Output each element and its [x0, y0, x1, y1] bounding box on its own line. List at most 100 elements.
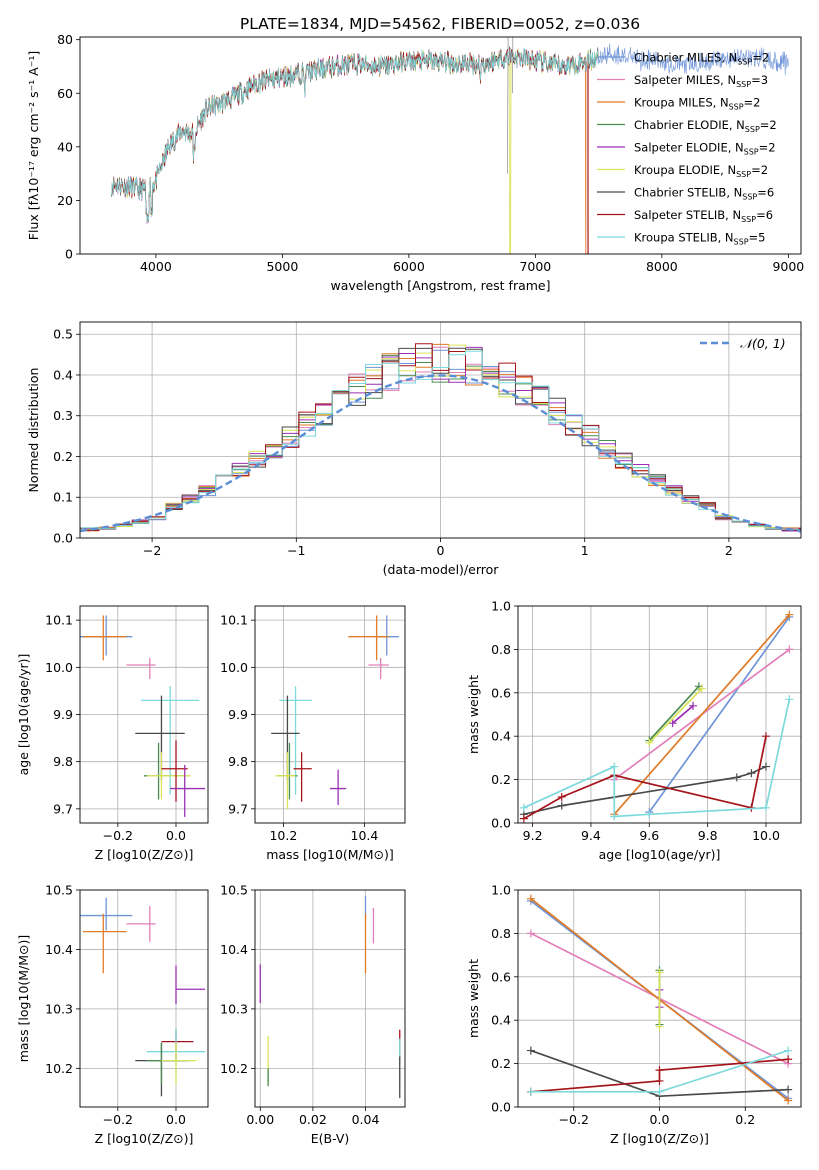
y-axis-label: Normed distribution: [26, 368, 41, 493]
x-axis-label: mass [log10(M/M⊙)]: [266, 847, 394, 862]
sfh-point: [785, 695, 794, 704]
y-tick-label: 80: [57, 32, 73, 47]
sfh-point: [519, 814, 528, 823]
spectrum-plot-area: [111, 37, 789, 254]
sfh-point: [526, 1046, 535, 1055]
sfh-point: [655, 1066, 664, 1075]
y-tick-label: 10.1: [45, 613, 73, 628]
sfh-point: [784, 1085, 793, 1094]
sfh-point: [785, 645, 794, 654]
sfh-point: [655, 1022, 664, 1031]
errorbar-salpeter-stelib: [293, 752, 312, 802]
sfh_age-plot-area: [518, 606, 801, 823]
sfh-point: [645, 810, 654, 819]
x-axis-label: E(B-V): [311, 1131, 350, 1146]
y-tick-label: 10.4: [45, 942, 73, 957]
sfh-series-chabrier-stelib: [519, 762, 770, 819]
mass_vs_ebv-plot-area: [255, 890, 405, 1107]
errorbar-chabrier-miles: [374, 615, 399, 656]
y-tick-label: 10.3: [220, 1001, 248, 1016]
age_vs_Z-frame: [79, 605, 209, 824]
x-tick-label: 0.00: [246, 1112, 274, 1127]
errorbar-kroupa-elodie: [146, 752, 191, 800]
mass_vs_ebv-panel: 0.00 0.02 0.04 10.2 10.3 10.4 10.5 E(B-V): [220, 883, 406, 1146]
y-tick-label: 0.0: [491, 1100, 511, 1115]
y-tick-label: 9.7: [53, 801, 73, 816]
y-axis-label: mass weight: [466, 675, 481, 754]
mass_vs_Z-panel: −0.2 0.0 10.2 10.3 10.4 10.5 Z [log10(Z/Z⊙)] ma…: [16, 883, 209, 1146]
errorbar-salpeter-elodie: [330, 769, 347, 806]
sfh-point: [747, 769, 756, 778]
x-tick-label: −0.2: [559, 1112, 589, 1127]
y-tick-label: 10.1: [220, 613, 248, 628]
sfh-point: [785, 610, 794, 619]
errorbar-salpeter-miles: [126, 906, 156, 942]
x-tick-label: 9.2: [523, 828, 543, 843]
x-tick-label: 9000: [772, 259, 804, 274]
histogram-chabrier-stelib: [80, 347, 801, 531]
sfh-point: [761, 803, 770, 812]
x-tick-label: 10.4: [351, 828, 379, 843]
x-tick-label: 0.0: [166, 828, 186, 843]
sfh-point: [610, 812, 619, 821]
sfh-point: [784, 1096, 793, 1105]
sfh-point: [610, 762, 619, 771]
errorbar-kroupa-elodie: [161, 1042, 197, 1085]
x-axis-label: Z [log10(Z/Z⊙)]: [95, 1131, 194, 1146]
spectrum-panel: 4000 5000 6000 7000 8000 9000 0 20 40 60 80 wavelen…: [26, 32, 804, 293]
y-axis-label: age [log10(age/yr)]: [16, 654, 31, 776]
errorbar-salpeter-stelib: [161, 1029, 194, 1060]
errorbar-chabrier-stelib: [135, 695, 185, 781]
y-tick-label: 10.3: [45, 1001, 73, 1016]
legend-entry-chabrier-stelib: Chabrier STELIB, NSSP=6: [634, 186, 774, 202]
sfh-point: [526, 929, 535, 938]
x-tick-label: 7000: [519, 259, 551, 274]
y-tick-label: 1.0: [491, 599, 511, 614]
y-tick-label: 0.4: [491, 729, 511, 744]
y-tick-label: 9.9: [228, 707, 248, 722]
legend-entry-kroupa-stelib: Kroupa STELIB, NSSP=5: [634, 231, 765, 247]
sfh-point: [689, 701, 698, 710]
y-axis-label: Flux [fλ10⁻¹⁷ erg cm⁻² s⁻¹ A⁻¹]: [26, 51, 41, 240]
spectrum-line-chabrier-elodie: [111, 47, 599, 224]
sfh-point: [761, 762, 770, 771]
mass_vs_Z-plot-area: [80, 890, 208, 1107]
errorbar-chabrier-miles: [80, 897, 133, 931]
age_vs_mass-panel: 10.2 10.4 9.7 9.8 9.9 10.0 10.1 mass [log10(M/M…: [220, 605, 406, 862]
x-tick-label: 0: [437, 543, 445, 558]
figure-title: PLATE=1834, MJD=54562, FIBERID=0052, z=0…: [240, 15, 640, 33]
x-tick-label: −2: [143, 543, 161, 558]
residuals-panel: −2 −1 0 1 2 0.0 0.1 0.2 0.3 0.4 0.5 (data-model)/er…: [26, 321, 802, 577]
y-tick-label: 9.8: [228, 754, 248, 769]
x-tick-label: 9.8: [698, 828, 718, 843]
sfh-point: [668, 719, 677, 728]
x-tick-label: 0.04: [352, 1112, 380, 1127]
age_vs_mass-plot-area: [255, 606, 405, 823]
sfh-series-kroupa-stelib: [526, 1046, 793, 1096]
y-tick-label: 0.1: [53, 490, 73, 505]
sfh-point: [655, 968, 664, 977]
y-tick-label: 0.4: [491, 1013, 511, 1028]
errorbar-kroupa-miles: [82, 913, 127, 974]
x-tick-label: 9.6: [639, 828, 659, 843]
errorbar-kroupa-stelib: [279, 686, 312, 795]
spectrum-line-kroupa-elodie: [111, 49, 599, 254]
x-axis-label: Z [log10(Z/Z⊙)]: [95, 847, 194, 862]
sfh_age-panel: 9.2 9.4 9.6 9.8 10.0 0.0 0.2 0.4 0.6 0.8 1.0 age [l…: [466, 599, 802, 862]
spectrum-legend: Chabrier MILES, NSSP=2 Salpeter MILES, NS…: [597, 51, 777, 247]
sfh-point: [557, 801, 566, 810]
sfh-point: [732, 773, 741, 782]
errorbar-salpeter-miles: [126, 657, 156, 680]
legend-entry-normal: 𝒩(0, 1): [740, 336, 786, 351]
histogram-kroupa-stelib: [80, 350, 801, 532]
y-tick-label: 60: [57, 86, 73, 101]
sfh-point: [519, 803, 528, 812]
sfh_Z-panel: −0.2 0.0 0.2 0.0 0.2 0.4 0.6 0.8 1.0 Z [log10(Z/Z…: [466, 883, 802, 1146]
mass_vs_ebv-frame: [254, 889, 406, 1108]
y-tick-label: 10.5: [220, 883, 248, 898]
legend-entry-kroupa-miles: Kroupa MILES, NSSP=2: [634, 96, 760, 112]
y-axis-label: mass weight: [466, 959, 481, 1038]
spectrum-line-salpeter-elodie: [111, 48, 599, 224]
sfh-point: [526, 1087, 535, 1096]
errorbar-salpeter-elodie: [170, 764, 206, 817]
